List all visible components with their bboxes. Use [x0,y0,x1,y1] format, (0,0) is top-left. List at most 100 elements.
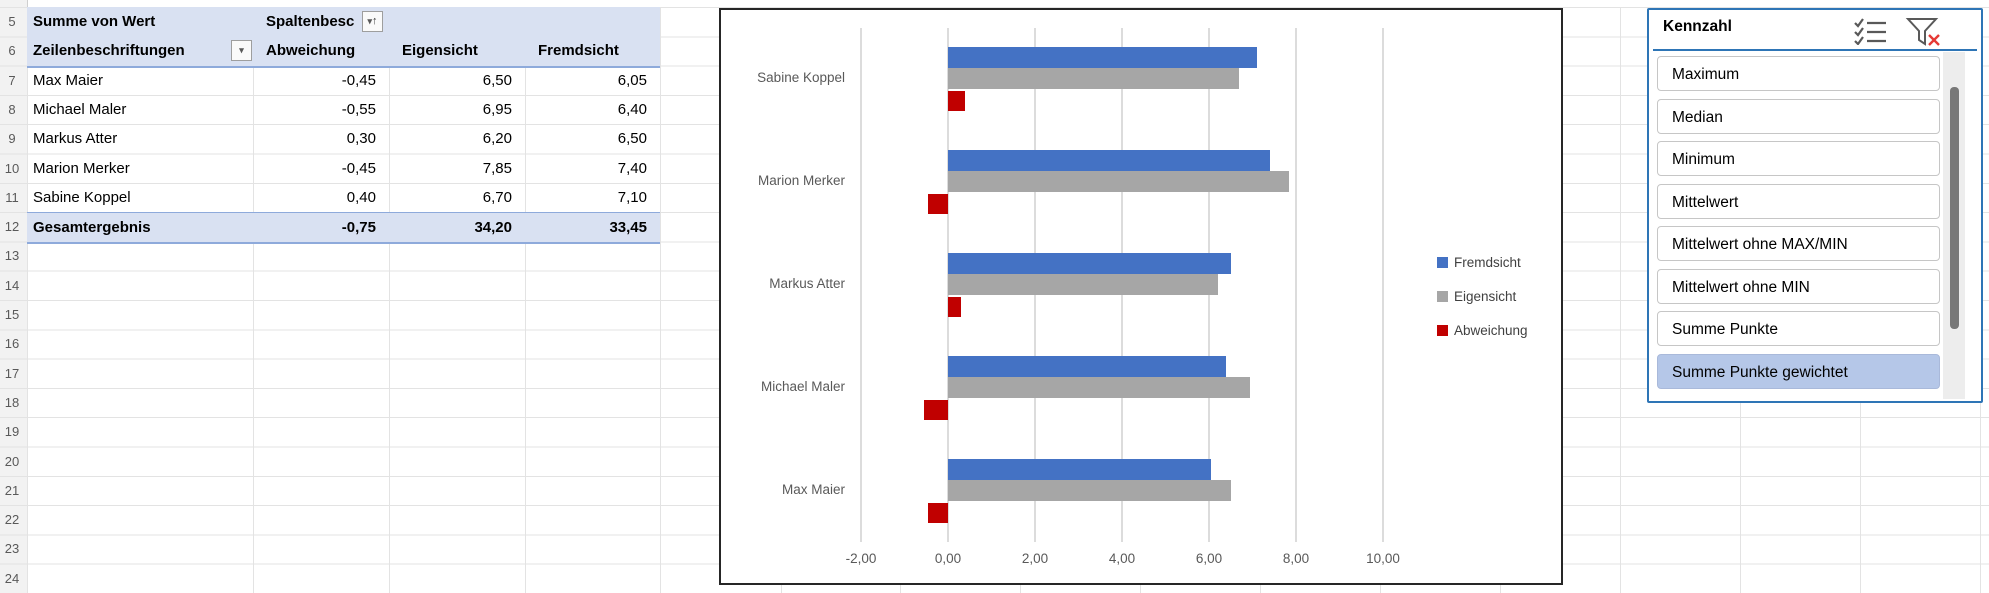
row-number[interactable]: 21 [4,482,20,498]
slicer-item-maximum[interactable]: Maximum [1657,56,1940,91]
dropdown-arrow-icon[interactable]: ▾ [231,40,252,62]
legend-item-eigensicht[interactable]: Eigensicht [1437,289,1516,305]
row-number[interactable]: 9 [8,131,16,147]
bar-fremdsicht-max-maier[interactable] [948,458,1212,480]
slicer-item-mittelwert-ohne-max-min[interactable]: Mittelwert ohne MAX/MIN [1657,226,1940,261]
slicer-item-summe-punkte[interactable]: Summe Punkte [1657,311,1940,346]
multi-select-icon[interactable] [1853,17,1889,45]
filter-sort-ascending-icon[interactable]: ▾↑ [362,11,383,32]
pivot-column-header-cell[interactable]: Spaltenbesc [266,13,355,30]
pivot-row-label[interactable]: Sabine Koppel [33,188,131,206]
sheet-gridline [660,7,661,593]
row-number[interactable]: 19 [4,424,20,440]
pivot-value-cell[interactable]: 0,40 [346,188,376,206]
chart-gridline [1295,28,1297,542]
legend-swatch [1437,291,1448,302]
slicer-scrollbar-track[interactable] [1943,52,1965,399]
pivot-total-value[interactable]: 33,45 [609,219,647,237]
bar-eigensicht-markus-atter[interactable] [948,274,1218,295]
bar-abweichung-markus-atter[interactable] [948,297,962,317]
clear-filter-icon[interactable] [1905,17,1943,47]
row-number[interactable]: 22 [4,512,20,528]
pivot-value-header[interactable]: Fremdsicht [538,42,619,60]
bar-eigensicht-max-maier[interactable] [948,479,1231,501]
pivot-row-label[interactable]: Michael Maler [33,100,127,118]
row-number[interactable]: 7 [8,72,16,88]
row-number[interactable]: 8 [8,101,16,117]
pivot-value-cell[interactable]: 6,50 [617,130,647,148]
legend-swatch [1437,257,1448,268]
bar-eigensicht-michael-maler[interactable] [948,376,1251,398]
legend-item-fremdsicht[interactable]: Fremdsicht [1437,255,1521,271]
pivot-total-value[interactable]: 34,20 [474,219,512,237]
pivot-data-row: Michael Maler -0,55 6,95 6,40 [27,95,660,124]
row-number[interactable]: 20 [4,453,20,469]
pivot-value-header[interactable]: Eigensicht [402,42,478,60]
slicer-item-mittelwert-ohne-min[interactable]: Mittelwert ohne MIN [1657,268,1940,304]
bar-fremdsicht-michael-maler[interactable] [948,355,1227,377]
bar-abweichung-michael-maler[interactable] [924,399,948,420]
pivot-value-cell[interactable]: 6,05 [617,71,647,89]
pivot-row-header-cell[interactable]: Zeilenbeschriftungen [33,42,185,60]
row-number[interactable]: 24 [4,570,20,586]
pivot-value-cell[interactable]: 0,30 [346,130,376,148]
bar-fremdsicht-markus-atter[interactable] [948,253,1231,274]
bar-abweichung-sabine-koppel[interactable] [948,91,966,112]
bar-eigensicht-marion-merker[interactable] [948,171,1290,193]
pivot-row-label[interactable]: Max Maier [33,71,104,89]
sheet-gridline [1620,7,1621,593]
legend-label: Abweichung [1454,323,1528,338]
pivot-title-cell[interactable]: Summe von Wert [33,13,156,30]
pivot-total-value[interactable]: -0,75 [341,219,376,237]
bar-fremdsicht-sabine-koppel[interactable] [948,47,1257,69]
pivot-total-label[interactable]: Gesamtergebnis [33,219,151,237]
row-number[interactable]: 5 [8,14,16,29]
pivot-row-label[interactable]: Marion Merker [33,159,130,177]
pivot-value-cell[interactable]: -0,45 [341,159,376,177]
legend-item-abweichung[interactable]: Abweichung [1437,323,1528,339]
category-label: Sabine Koppel [757,70,845,86]
slicer-header: Kennzahl [1653,10,1977,51]
pivot-value-cell[interactable]: 6,20 [482,130,512,148]
pivot-value-cell[interactable]: 6,95 [482,100,512,118]
pivot-value-cell[interactable]: 6,40 [617,100,647,118]
row-number[interactable]: 23 [4,541,20,557]
row-number[interactable]: 10 [4,160,20,176]
pivot-value-cell[interactable]: 7,85 [482,159,512,177]
pivot-header-row-1: Summe von Wert Spaltenbesc ▾↑ [27,7,660,37]
pivot-data-row: Marion Merker -0,45 7,85 7,40 [27,154,660,183]
pivot-value-cell[interactable]: -0,45 [341,71,376,89]
pivot-value-header[interactable]: Abweichung [266,42,356,60]
slicer-item-median[interactable]: Median [1657,98,1940,134]
pivot-row-label[interactable]: Markus Atter [33,130,118,148]
row-number[interactable]: 13 [4,248,20,264]
slicer-item-minimum[interactable]: Minimum [1657,141,1940,176]
pivot-value-cell[interactable]: 6,50 [482,71,512,89]
bar-eigensicht-sabine-koppel[interactable] [948,68,1240,90]
x-axis-tick-label: 0,00 [934,551,962,566]
pivot-value-cell[interactable]: -0,55 [341,100,376,118]
x-axis-tick-label: 2,00 [1021,551,1049,566]
slicer-item-summe-punkte-gewichtet[interactable]: Summe Punkte gewichtet [1657,353,1940,389]
pivot-header-row-2: Zeilenbeschriftungen ▾ Abweichung Eigens… [27,36,660,68]
pivot-value-cell[interactable]: 6,70 [482,188,512,206]
slicer-scrollbar-thumb[interactable] [1950,87,1959,329]
bar-fremdsicht-marion-merker[interactable] [948,150,1270,172]
row-number[interactable]: 14 [4,277,20,293]
row-number[interactable]: 6 [8,43,16,59]
row-number[interactable]: 15 [4,307,20,322]
pivot-data-row: Max Maier -0,45 6,50 6,05 [27,66,660,95]
row-number[interactable]: 16 [4,336,20,352]
pivot-value-cell[interactable]: 7,10 [617,188,647,206]
bar-abweichung-max-maier[interactable] [928,502,948,523]
bar-chart[interactable]: -2,00 0,00 2,00 4,00 6,00 8,00 10,00 Sabine Kop… [719,8,1563,585]
slicer-item-mittelwert[interactable]: Mittelwert [1657,183,1940,219]
legend-swatch [1437,325,1448,336]
row-number[interactable]: 11 [5,189,19,205]
row-number[interactable]: 12 [4,219,20,235]
row-number[interactable]: 17 [4,365,20,381]
bar-abweichung-marion-merker[interactable] [928,194,948,215]
pivot-value-cell[interactable]: 7,40 [617,159,647,177]
category-label: Markus Atter [769,276,845,291]
row-number[interactable]: 18 [4,394,20,410]
